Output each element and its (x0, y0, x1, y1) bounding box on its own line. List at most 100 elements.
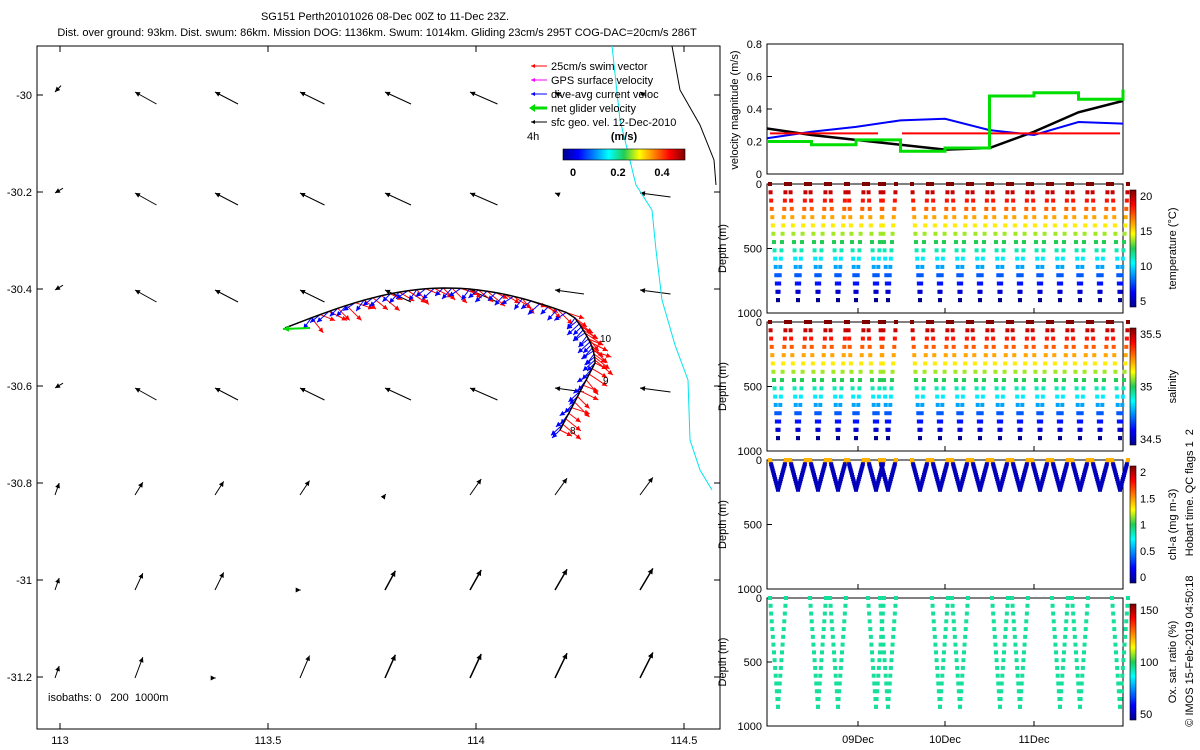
profile-point (834, 483, 839, 488)
profile-point (1032, 466, 1037, 471)
profile-point (992, 634, 997, 639)
profile-point (811, 642, 816, 647)
profile-point (1012, 215, 1017, 220)
profile-point (820, 231, 825, 236)
profile-point (858, 231, 863, 236)
profile-point (792, 248, 797, 253)
profile-point (789, 462, 794, 467)
profile-point (1114, 378, 1118, 383)
profile-point (839, 248, 844, 253)
profile-point (998, 697, 1003, 702)
profile-point (1082, 642, 1087, 647)
map-ytick-label: -31.2 (7, 672, 32, 684)
profile-point (990, 596, 994, 600)
profile-point (983, 466, 988, 471)
profile-point (1101, 386, 1106, 391)
profile-point (778, 673, 783, 678)
profile-point (951, 336, 956, 341)
profile-point (1084, 611, 1089, 616)
profile-point (1104, 198, 1109, 203)
profile-point (834, 681, 839, 686)
profile-point (1070, 458, 1074, 462)
profile-point (879, 464, 884, 469)
profile-point (773, 256, 778, 261)
profile-point (808, 328, 813, 333)
sfc-velocity-arrow-head (305, 655, 310, 662)
profile-point (1050, 596, 1054, 600)
profile-point (916, 419, 921, 424)
profile-point (1084, 464, 1089, 469)
profile-point (808, 190, 813, 195)
profile-point (860, 344, 865, 349)
profile-point (1070, 190, 1075, 195)
profile-point (1004, 198, 1009, 203)
profile-point (793, 256, 798, 261)
profile-point (1018, 485, 1023, 490)
profile-point (817, 273, 822, 278)
profile-point (1063, 361, 1068, 366)
profile-point (996, 419, 1001, 424)
profile-point (943, 466, 948, 471)
profile-point (1116, 483, 1121, 488)
profile-point (844, 596, 848, 600)
profile-point (768, 603, 773, 608)
profile-point (768, 460, 773, 465)
profile-point (992, 466, 997, 471)
profile-point (820, 240, 824, 245)
profile-point (1116, 419, 1121, 424)
profile-point (1054, 386, 1059, 391)
profile-point (774, 481, 779, 486)
profile-point (919, 281, 924, 286)
velocity-ylabel: velocity magnitude (m/s) (729, 50, 741, 169)
profile-point (953, 470, 958, 475)
profile-point (878, 378, 882, 383)
profile-point (882, 386, 887, 391)
profile-point (875, 689, 880, 694)
profile-point (1032, 468, 1037, 473)
profile-point (816, 485, 821, 490)
profile-point (953, 231, 958, 236)
swim-vector-head (341, 315, 347, 321)
profile-point (876, 256, 881, 261)
profile-point (952, 468, 957, 473)
profile-point (1073, 642, 1078, 647)
date-tick-11Dec: 11Dec (1019, 734, 1050, 746)
profile-point (1119, 681, 1124, 686)
profile-point (877, 658, 882, 663)
profile-point (841, 627, 846, 632)
profile-point (840, 369, 845, 374)
sfc-velocity-arrow-head (555, 288, 561, 294)
profile-point (943, 468, 948, 473)
profile-point (1083, 361, 1088, 366)
profile-point (790, 215, 795, 220)
profile-point (772, 474, 777, 479)
profile-point (847, 462, 852, 467)
profile-point (1001, 386, 1006, 391)
profile-point (1111, 464, 1116, 469)
profile-point (1095, 479, 1100, 484)
profile-point (1066, 458, 1070, 462)
profile-point (923, 215, 928, 220)
profile-point (923, 223, 928, 228)
profile-point (1105, 190, 1110, 195)
profile-point (964, 611, 969, 616)
profile-point (956, 273, 961, 278)
sfc-velocity-arrow-head (470, 91, 476, 97)
profile-point (979, 281, 984, 286)
profile-point (841, 466, 846, 471)
profile-point (1038, 485, 1043, 490)
profile-point (1041, 386, 1046, 391)
swim-vector-head (394, 305, 400, 311)
profile-point (1074, 248, 1079, 253)
profile-point (1054, 240, 1058, 245)
profile-point (777, 419, 782, 424)
profile-point (1093, 470, 1098, 475)
profile-point (1126, 596, 1130, 600)
profile-point (770, 466, 775, 471)
dac-vector-head (527, 309, 534, 315)
profile-point (942, 369, 947, 374)
profile-point (961, 474, 966, 479)
profile-point (1005, 190, 1010, 195)
profile-point (867, 344, 872, 349)
profile-point (811, 231, 816, 236)
